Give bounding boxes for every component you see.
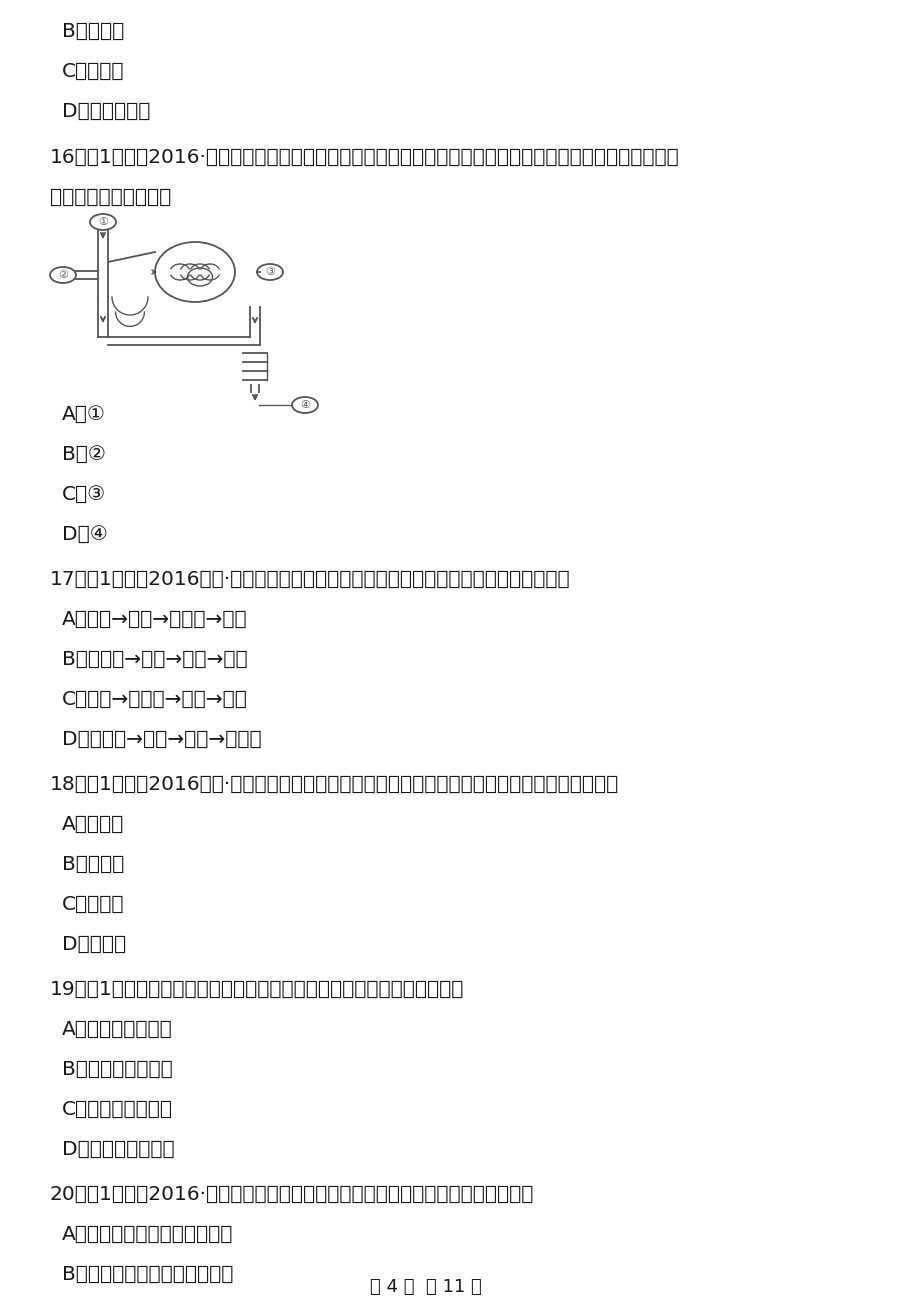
Text: D．静脉血、动脉血: D．静脉血、动脉血 (62, 1141, 175, 1159)
Text: B．右心房: B．右心房 (62, 855, 124, 874)
Text: C．无机盐: C．无机盐 (62, 62, 124, 81)
Text: C．肾脏→输尿管→膀胱→尿道: C．肾脏→输尿管→膀胱→尿道 (62, 690, 247, 710)
Text: B．静脉血、静脉血: B．静脉血、静脉血 (62, 1060, 173, 1079)
Text: 功能发生障碍（　　）: 功能发生障碍（ ） (50, 187, 171, 207)
Text: A．动脉血、动脉血: A．动脉血、动脉血 (62, 1019, 173, 1039)
Text: C．动脉血、静脉血: C．动脉血、静脉血 (62, 1100, 173, 1118)
Text: ④: ④ (300, 400, 310, 410)
Text: D．尿素和尿液: D．尿素和尿液 (62, 102, 150, 121)
Text: C．③: C．③ (62, 486, 106, 504)
Text: 16．（1分）（2016·长沙模拟）某人尿量为正常人的数倍，还经常口渴饮水，则病人很可能是图中的哪个部位: 16．（1分）（2016·长沙模拟）某人尿量为正常人的数倍，还经常口渴饮水，则病… (50, 148, 679, 167)
Text: D．左心房: D．左心房 (62, 935, 126, 954)
Text: B．静脉出血可按伤口的近心端: B．静脉出血可按伤口的近心端 (62, 1266, 233, 1284)
Text: 19．（1分）流经肾小球的入球小动脉和出球小动脉的血液分别是（　　）: 19．（1分）流经肾小球的入球小动脉和出球小动脉的血液分别是（ ） (50, 980, 464, 999)
Text: ②: ② (58, 270, 68, 280)
Text: B．输尿管→肾脏→膀胱→尿道: B．输尿管→肾脏→膀胱→尿道 (62, 650, 247, 669)
Text: B．②: B．② (62, 445, 106, 464)
Text: A．①: A．① (62, 405, 106, 424)
Text: D．④: D．④ (62, 525, 108, 544)
Text: 18．（1分）（2016七下·沧州期末）人体患病静脉注射药物时，心脏的哪个腔先出现药物（　　）: 18．（1分）（2016七下·沧州期末）人体患病静脉注射药物时，心脏的哪个腔先出… (50, 775, 618, 794)
Text: D．肾单位→尿道→膀胱→输尿管: D．肾单位→尿道→膀胱→输尿管 (62, 730, 261, 749)
Text: 20．（1分）（2016·茂名）下列是日常生活中采取的一些措施，正确的是（　　）: 20．（1分）（2016·茂名）下列是日常生活中采取的一些措施，正确的是（ ） (50, 1185, 534, 1204)
Text: B．葡萄糖: B．葡萄糖 (62, 22, 124, 40)
Text: ①: ① (98, 217, 108, 227)
Text: A．肾脏→膀胱→输尿管→尿道: A．肾脏→膀胱→输尿管→尿道 (62, 611, 247, 629)
Text: A．右心室: A．右心室 (62, 815, 124, 835)
Text: C．左心室: C．左心室 (62, 894, 124, 914)
Text: 17．（1分）（2016七下·昆明期末）尿液经泌尿系统排除体外的顺序，正确的是（　　）: 17．（1分）（2016七下·昆明期末）尿液经泌尿系统排除体外的顺序，正确的是（… (50, 570, 570, 589)
Text: 第 4 页  共 11 页: 第 4 页 共 11 页 (369, 1279, 482, 1295)
Text: ③: ③ (265, 267, 275, 277)
Text: A．处方药可以自行购买和使用: A．处方药可以自行购买和使用 (62, 1225, 233, 1243)
